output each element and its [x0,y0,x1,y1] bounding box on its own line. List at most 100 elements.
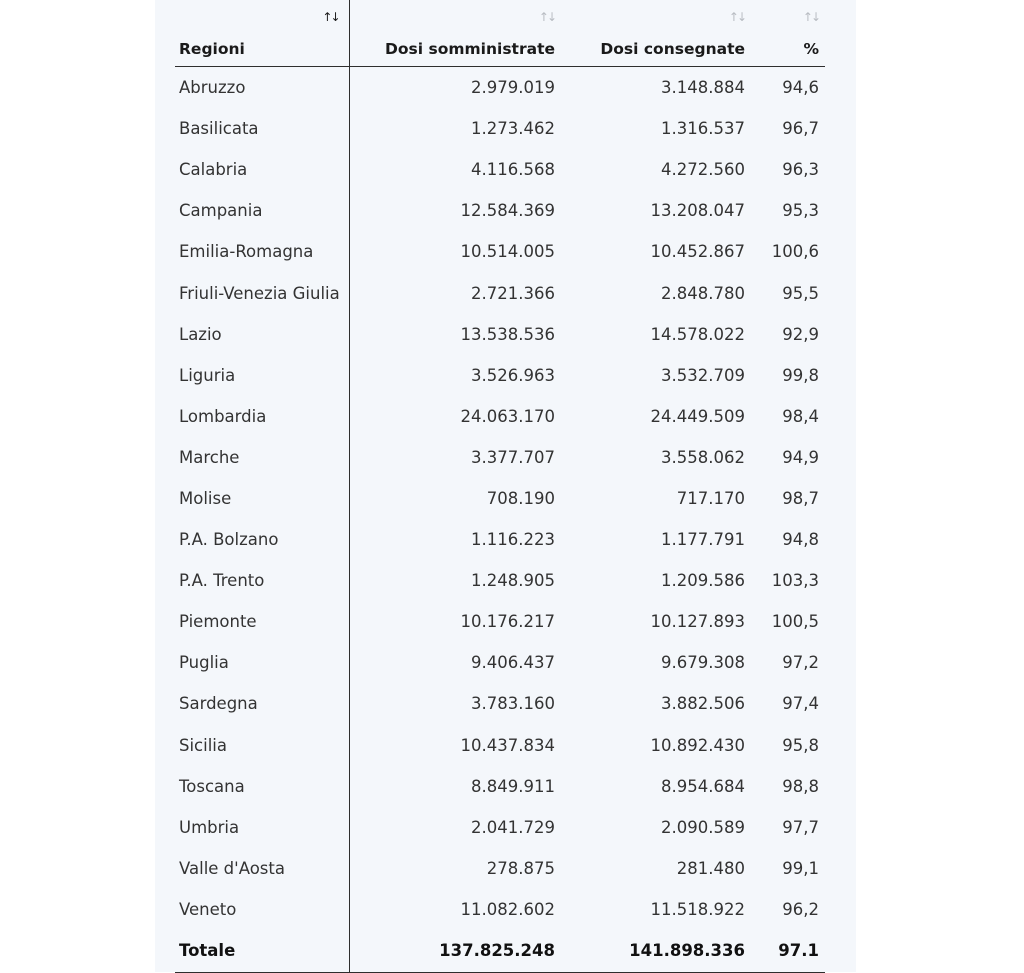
cell-percent: 95,8 [782,735,819,755]
cell-region: Campania [175,190,350,232]
column-header-label: Dosi consegnate [600,40,745,58]
vaccine-doses-table: ↑↓ Regioni ↑↓ Dosi somministrate ↑↓ Dosi… [175,0,825,973]
cell-administered: 278.875 [486,858,555,878]
cell-delivered: 10.892.430 [650,735,745,755]
cell-region: Sicilia [175,724,350,766]
cell-region: Molise [175,477,350,520]
cell-region: P.A. Bolzano [175,519,350,561]
cell-region: Friuli-Venezia Giulia [175,272,350,314]
cell-administered: 3.377.707 [471,447,555,467]
table-total-row: Totale 137.825.248 141.898.336 97.1 [175,929,825,973]
cell-delivered: 3.558.062 [661,447,745,467]
cell-administered: 13.538.536 [460,324,555,344]
column-header-label: Dosi somministrate [385,40,555,58]
cell-region: Valle d'Aosta [175,847,350,889]
cell-percent: 96,3 [782,160,819,180]
cell-delivered: 3.148.884 [661,78,745,98]
table-row: Umbria 2.041.729 2.090.589 97,7 [175,806,825,848]
cell-delivered: 9.679.308 [661,653,745,673]
cell-delivered: 10.452.867 [650,242,745,262]
cell-administered: 9.406.437 [471,653,555,673]
cell-delivered: 8.954.684 [661,776,745,796]
cell-region: P.A. Trento [175,560,350,602]
sort-arrows-icon[interactable]: ↑↓ [322,10,340,24]
cell-region: Marche [175,436,350,478]
total-delivered: 141.898.336 [561,929,751,973]
total-percent: 97.1 [751,929,825,973]
table-row: Campania 12.584.369 13.208.047 95,3 [175,190,825,232]
table-row: Toscana 8.849.911 8.954.684 98,8 [175,765,825,807]
table-row: Basilicata 1.273.462 1.316.537 96,7 [175,108,825,150]
cell-administered: 4.116.568 [471,160,555,180]
cell-percent: 99,1 [782,858,819,878]
cell-delivered: 1.209.586 [661,571,745,591]
column-header-percent[interactable]: ↑↓ % [751,0,825,67]
table-row: Lazio 13.538.536 14.578.022 92,9 [175,313,825,355]
cell-percent: 92,9 [782,324,819,344]
cell-administered: 12.584.369 [460,201,555,221]
column-header-delivered[interactable]: ↑↓ Dosi consegnate [561,0,751,67]
cell-delivered: 1.177.791 [661,530,745,550]
column-header-label: % [803,40,819,58]
cell-region: Piemonte [175,601,350,643]
cell-percent: 97,7 [782,817,819,837]
cell-delivered: 2.848.780 [661,283,745,303]
cell-percent: 98,4 [782,406,819,426]
table-header-row: ↑↓ Regioni ↑↓ Dosi somministrate ↑↓ Dosi… [175,0,825,67]
column-header-regions[interactable]: ↑↓ Regioni [175,0,350,67]
cell-delivered: 13.208.047 [650,201,745,221]
cell-administered: 2.979.019 [471,78,555,98]
cell-delivered: 3.532.709 [661,365,745,385]
table-row: Friuli-Venezia Giulia 2.721.366 2.848.780 9… [175,272,825,314]
table-row: Molise 708.190 717.170 98,7 [175,477,825,520]
table-row: Emilia-Romagna 10.514.005 10.452.867 100,6 [175,231,825,273]
cell-percent: 97,2 [782,653,819,673]
table-body: Abruzzo 2.979.019 3.148.884 94,6 Basilicata 1… [175,66,825,973]
cell-region: Calabria [175,149,350,191]
cell-administered: 11.082.602 [460,899,555,919]
cell-administered: 2.721.366 [471,283,555,303]
cell-administered: 2.041.729 [471,817,555,837]
cell-percent: 100,6 [771,242,819,262]
table-row: Sardegna 3.783.160 3.882.506 97,4 [175,683,825,725]
cell-administered: 1.248.905 [471,571,555,591]
cell-percent: 98,8 [782,776,819,796]
cell-administered: 1.116.223 [471,530,555,550]
table-row: Calabria 4.116.568 4.272.560 96,3 [175,149,825,191]
table-row: P.A. Trento 1.248.905 1.209.586 103,3 [175,560,825,602]
cell-percent: 95,3 [782,201,819,221]
cell-region: Puglia [175,642,350,684]
cell-delivered: 1.316.537 [661,119,745,139]
cell-percent: 94,6 [782,78,819,98]
cell-region: Sardegna [175,683,350,725]
cell-delivered: 717.170 [676,488,745,508]
cell-percent: 96,2 [782,899,819,919]
column-header-administered[interactable]: ↑↓ Dosi somministrate [349,0,561,67]
cell-region: Abruzzo [175,66,350,109]
table-row: Veneto 11.082.602 11.518.922 96,2 [175,888,825,930]
cell-region: Veneto [175,888,350,930]
cell-administered: 8.849.911 [471,776,555,796]
sort-arrows-icon[interactable]: ↑↓ [728,10,747,24]
cell-delivered: 2.090.589 [661,817,745,837]
cell-region: Basilicata [175,108,350,150]
cell-percent: 95,5 [782,283,819,303]
cell-region: Lazio [175,313,350,355]
cell-percent: 97,4 [782,694,819,714]
column-header-label: Regioni [179,40,245,58]
table-row: Valle d'Aosta 278.875 281.480 99,1 [175,847,825,889]
cell-percent: 99,8 [782,365,819,385]
table-row: Liguria 3.526.963 3.532.709 99,8 [175,354,825,396]
cell-region: Emilia-Romagna [175,231,350,273]
cell-delivered: 3.882.506 [661,694,745,714]
table-row: Abruzzo 2.979.019 3.148.884 94,6 [175,66,825,109]
cell-administered: 10.176.217 [460,612,555,632]
sort-arrows-icon[interactable]: ↑↓ [538,10,557,24]
cell-region: Liguria [175,354,350,396]
total-administered: 137.825.248 [349,929,561,973]
cell-administered: 10.437.834 [460,735,555,755]
sort-arrows-icon[interactable]: ↑↓ [802,10,821,24]
cell-percent: 103,3 [771,571,819,591]
cell-administered: 24.063.170 [460,406,555,426]
cell-delivered: 10.127.893 [650,612,745,632]
